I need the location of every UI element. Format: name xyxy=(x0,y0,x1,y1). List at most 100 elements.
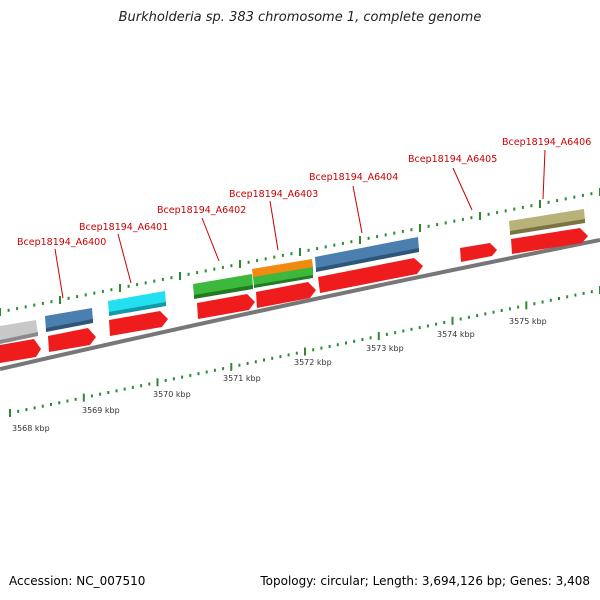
major-tick xyxy=(239,260,241,268)
minor-tick xyxy=(74,397,77,401)
minor-tick xyxy=(402,329,405,333)
major-tick xyxy=(419,224,421,232)
minor-tick xyxy=(467,315,470,319)
kbp-label: 3569 kbp xyxy=(82,406,120,415)
feature-a6403[interactable] xyxy=(252,259,313,288)
minor-tick xyxy=(517,305,520,309)
cds-arrow[interactable] xyxy=(0,339,41,363)
major-tick xyxy=(59,296,61,304)
minor-tick xyxy=(427,224,430,228)
gene-label[interactable]: Bcep18194_A6400 xyxy=(17,237,106,248)
minor-tick xyxy=(144,281,147,285)
minor-tick xyxy=(401,229,404,233)
minor-tick xyxy=(582,291,585,295)
minor-tick xyxy=(290,252,293,256)
minor-tick xyxy=(222,367,225,371)
leader-lines xyxy=(54,149,546,299)
minor-tick xyxy=(181,375,184,379)
kbp-labels: 3568 kbp 3569 kbp 3570 kbp 3571 kbp 3572 kbp… xyxy=(12,317,547,433)
minor-tick xyxy=(500,309,503,312)
cds-arrow[interactable] xyxy=(511,228,588,254)
feature-a6402[interactable] xyxy=(193,274,253,299)
minor-tick xyxy=(558,297,560,300)
minor-tick xyxy=(320,346,323,350)
minor-tick xyxy=(230,264,233,268)
minor-tick xyxy=(496,211,499,215)
minor-tick xyxy=(254,360,257,364)
minor-tick xyxy=(476,314,479,318)
minor-tick xyxy=(99,392,102,396)
gene-label[interactable]: Bcep18194_A6406 xyxy=(502,137,591,148)
feature-a6404[interactable] xyxy=(315,237,419,272)
minor-tick xyxy=(33,303,36,307)
cds-arrow[interactable] xyxy=(197,294,255,319)
feature-a6401[interactable] xyxy=(108,291,166,316)
minor-tick xyxy=(393,231,396,235)
minor-tick xyxy=(444,221,447,225)
minor-tick xyxy=(333,243,336,247)
minor-tick xyxy=(205,370,208,374)
cds-arrow[interactable] xyxy=(318,258,423,293)
minor-tick xyxy=(549,298,552,302)
minor-tick xyxy=(50,403,52,406)
minor-tick xyxy=(107,391,110,394)
minor-tick xyxy=(574,293,577,297)
minor-tick xyxy=(213,267,216,271)
cds-arrow[interactable] xyxy=(256,282,316,308)
minor-tick xyxy=(25,408,28,412)
feature-a6400[interactable] xyxy=(45,308,93,332)
cds-arrow[interactable] xyxy=(460,243,497,262)
minor-tick xyxy=(384,233,387,237)
gene-label[interactable]: Bcep18194_A6405 xyxy=(408,154,497,165)
minor-tick xyxy=(459,317,462,321)
feature-a6406[interactable] xyxy=(509,209,585,235)
minor-tick xyxy=(410,228,413,232)
minor-tick xyxy=(316,247,319,251)
minor-tick xyxy=(256,259,259,263)
minor-tick xyxy=(189,373,192,377)
major-tick xyxy=(156,378,159,387)
minor-tick xyxy=(312,348,315,352)
minor-tick xyxy=(263,358,265,362)
backbone xyxy=(0,238,600,371)
major-tick xyxy=(0,308,1,316)
minor-tick xyxy=(484,312,487,316)
minor-tick xyxy=(33,406,36,410)
major-tick xyxy=(9,409,11,417)
minor-tick xyxy=(436,223,439,227)
minor-tick xyxy=(573,195,576,199)
minor-tick xyxy=(76,295,79,299)
minor-tick xyxy=(307,248,310,252)
minor-tick xyxy=(148,382,151,386)
kbp-label: 3572 kbp xyxy=(294,358,332,367)
minor-tick xyxy=(345,341,347,345)
minor-tick xyxy=(204,269,207,273)
minor-tick xyxy=(161,277,164,281)
cds-arrow[interactable] xyxy=(48,328,96,352)
minor-tick xyxy=(115,389,118,393)
minor-tick xyxy=(281,253,284,257)
minor-tick xyxy=(271,356,274,360)
gene-label[interactable]: Bcep18194_A6403 xyxy=(229,189,318,200)
gene-label[interactable]: Bcep18194_A6401 xyxy=(79,222,168,233)
minor-tick xyxy=(170,276,173,280)
outer-tick-track xyxy=(0,188,600,316)
minor-tick xyxy=(461,217,464,221)
feature-partial-left[interactable] xyxy=(0,320,38,344)
minor-tick xyxy=(238,363,241,367)
gene-labels: Bcep18194_A6400 Bcep18194_A6401 Bcep1819… xyxy=(17,137,591,248)
minor-tick xyxy=(513,207,516,211)
minor-tick xyxy=(66,399,69,403)
kbp-label: 3575 kbp xyxy=(509,317,547,326)
gene-label[interactable]: Bcep18194_A6404 xyxy=(309,172,398,183)
topology-label: Topology: circular; Length: 3,694,126 bp… xyxy=(260,574,590,588)
minor-tick xyxy=(350,240,353,244)
cds-arrow[interactable] xyxy=(109,311,168,336)
gene-label[interactable]: Bcep18194_A6402 xyxy=(157,205,246,216)
minor-tick xyxy=(547,200,550,204)
minor-tick xyxy=(140,384,143,388)
minor-tick xyxy=(336,343,339,347)
kbp-label: 3570 kbp xyxy=(153,390,191,399)
minor-tick xyxy=(172,377,175,381)
